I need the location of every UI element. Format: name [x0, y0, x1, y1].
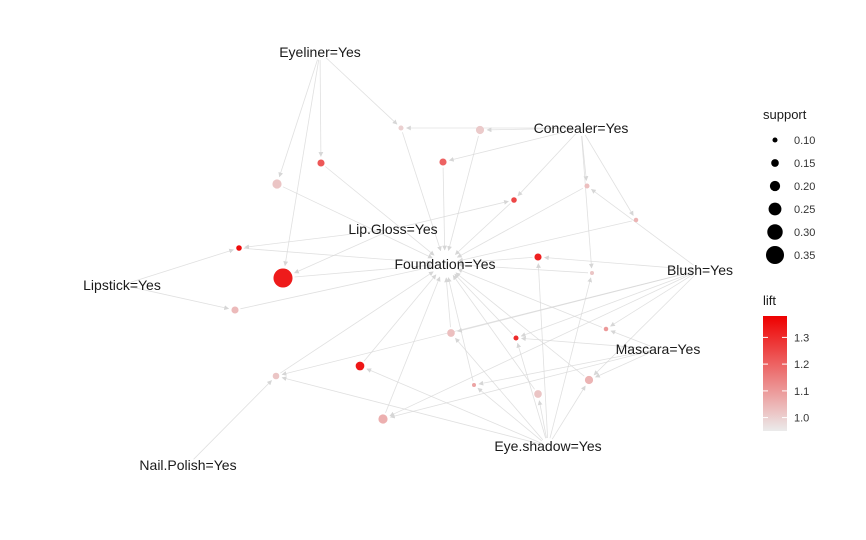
edge-eyeliner-r5	[279, 60, 317, 177]
support-legend-label-4: 0.30	[794, 227, 815, 239]
rule-node-r10	[534, 253, 541, 260]
rule-node-r5	[272, 179, 281, 188]
rule-node-r18	[356, 362, 365, 371]
edge-nailpolish-r17	[194, 381, 272, 460]
rule-node-r13	[231, 306, 238, 313]
rule-node-r7	[511, 197, 517, 203]
rule-node-r19	[585, 376, 593, 384]
edge-r2-foundation	[449, 136, 479, 251]
item-label-lipstick: Lipstick=Yes	[83, 277, 161, 293]
edge-eyeliner-r1	[326, 58, 397, 125]
edge-mascara-r22	[390, 351, 650, 417]
edge-eyeliner-r12	[285, 60, 319, 266]
edge-blush-r15	[521, 273, 692, 336]
edge-blush-r6	[591, 189, 693, 265]
support-legend-dot-0	[772, 137, 777, 142]
edge-r18-foundation	[364, 275, 436, 361]
legend: support 0.10 0.15 0.20 0.25 0.30 0.35 lift 1.…	[763, 107, 815, 431]
lift-tick-label-0: 1.0	[794, 413, 809, 425]
item-label-eyeliner: Eyeliner=Yes	[279, 44, 361, 60]
rule-node-r20	[472, 383, 476, 387]
support-legend-dot-1	[771, 159, 779, 167]
support-legend-label-3: 0.25	[794, 204, 815, 216]
item-label-eyeshadow: Eye.shadow=Yes	[494, 438, 601, 454]
rule-node-r9	[236, 245, 242, 251]
item-label-mascara: Mascara=Yes	[616, 341, 701, 357]
rule-node-r17	[273, 373, 280, 380]
rule-node-r16	[604, 327, 609, 332]
lift-legend-title: lift	[763, 293, 776, 308]
rule-node-r8	[634, 218, 639, 223]
support-legend-dot-4	[767, 224, 782, 239]
edge-lipgloss-r12	[295, 232, 386, 273]
lift-tick-label-3: 1.3	[794, 332, 809, 344]
rule-node-layer	[231, 125, 638, 423]
lift-legend: lift 1.0 1.1 1.2 1.3	[763, 293, 809, 431]
lift-colorbar	[763, 316, 787, 431]
support-legend-title: support	[763, 107, 807, 122]
edge-r15-foundation	[455, 274, 513, 335]
item-label-lipgloss: Lip.Gloss=Yes	[348, 221, 437, 237]
rule-node-r6	[584, 183, 589, 188]
edge-concealer-r8	[585, 135, 633, 216]
support-legend-label-5: 0.35	[794, 250, 815, 262]
support-legend: support 0.10 0.15 0.20 0.25 0.30 0.35	[763, 107, 815, 264]
edge-eyeshadow-r20	[478, 388, 542, 441]
edge-r21-foundation	[453, 275, 534, 389]
rule-node-r3	[317, 159, 324, 166]
edge-eyeshadow-r10	[538, 264, 547, 438]
edge-eyeliner-r3	[320, 60, 321, 156]
edge-eyeshadow-r19	[552, 386, 585, 439]
support-legend-label-1: 0.15	[794, 158, 815, 170]
item-label-blush: Blush=Yes	[667, 262, 733, 278]
support-legend-label-0: 0.10	[794, 135, 815, 147]
edge-concealer-r11	[582, 136, 592, 268]
support-legend-label-2: 0.20	[794, 181, 815, 193]
edge-concealer-r7	[518, 134, 576, 196]
rule-node-r22	[378, 414, 387, 423]
item-label-concealer: Concealer=Yes	[534, 120, 629, 136]
edge-r4-foundation	[443, 168, 445, 250]
rule-node-r14	[447, 329, 455, 337]
support-legend-dot-2	[770, 181, 780, 191]
rule-node-r1	[398, 125, 403, 130]
lift-tick-label-1: 1.1	[794, 386, 809, 398]
item-label-foundation: Foundation=Yes	[394, 256, 495, 272]
edge-r22-foundation	[386, 277, 440, 413]
support-legend-dot-5	[766, 246, 784, 264]
rule-node-r2	[476, 126, 484, 134]
edge-eyeshadow-r14	[455, 338, 542, 440]
support-legend-dot-3	[769, 203, 782, 216]
rule-node-r4	[439, 158, 446, 165]
edge-r16-foundation	[458, 269, 602, 327]
item-label-layer: Eyeliner=Yes Concealer=Yes Lip.Gloss=Yes Fo…	[83, 44, 733, 473]
edge-r7-foundation	[455, 203, 510, 254]
edge-eyeshadow-r11	[550, 278, 591, 438]
edge-r17-foundation	[280, 272, 433, 373]
rule-node-r12	[273, 268, 292, 287]
rule-node-r21	[534, 390, 542, 398]
item-label-nailpolish: Nail.Polish=Yes	[139, 457, 236, 473]
rule-node-r11	[590, 271, 594, 275]
rule-node-r15	[513, 335, 518, 340]
lift-tick-label-2: 1.2	[794, 359, 809, 371]
